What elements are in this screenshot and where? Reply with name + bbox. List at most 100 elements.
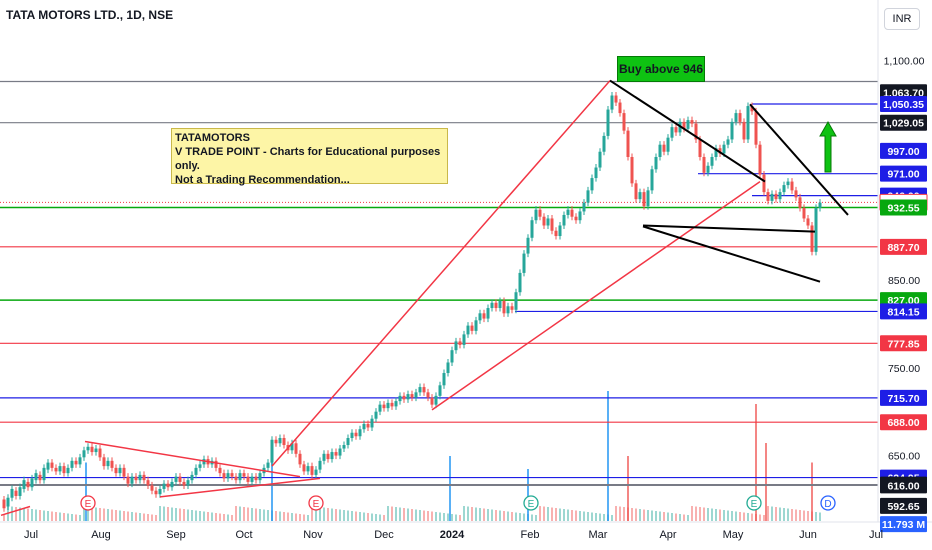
volume-bar [449,456,451,521]
volume-bar [775,507,777,521]
time-tick: Aug [91,529,111,541]
volume-bar [343,510,345,521]
volume-bar [703,507,705,521]
price-label: 887.70 [887,242,919,254]
volume-bar [71,514,73,521]
volume-bar [783,508,785,521]
event-marker-label: E [313,499,320,510]
volume-bar [379,514,381,521]
volume-bar [323,507,325,521]
candle [458,341,462,345]
volume-bar [51,511,53,521]
price-label: 688.00 [887,417,919,429]
price-label-box [880,238,927,255]
price-label: 1,050.35 [883,99,924,111]
volume-bar [107,509,109,521]
volume-bar [147,514,149,521]
price-label-box [880,303,927,320]
candle [666,137,670,152]
candle [362,423,366,430]
candle [106,460,110,467]
volume-bar [255,508,257,521]
candle [46,462,50,470]
candle [414,392,418,398]
candle [118,467,122,474]
candle [14,490,18,496]
candle [442,373,446,386]
volume-bar [215,513,217,521]
volume-bar [663,512,665,521]
candle [394,401,398,407]
volume-bar [259,509,261,521]
candle [498,301,502,309]
volume-bar [351,511,353,521]
volume-bar [63,513,65,521]
candle [302,464,306,472]
candle [810,225,814,252]
volume-bar [711,508,713,521]
candle [494,302,498,309]
volume-bar [551,507,553,521]
candle [730,121,734,140]
currency-button[interactable]: INR [884,8,920,30]
candle [478,313,482,321]
volume-bar [451,514,453,521]
volume-bar [235,506,237,521]
candle [386,402,390,409]
candle [38,474,42,481]
candle [430,397,434,405]
volume-bar [85,462,87,521]
volume-bar [539,506,541,521]
volume-bar [299,514,301,521]
candle [26,481,30,488]
volume-bar [491,509,493,521]
volume-bar [251,508,253,521]
candle [454,341,458,351]
trendline [642,224,816,233]
candle [150,485,154,491]
volume-bar [399,507,401,521]
volume-bar [819,512,821,521]
candle [270,439,274,463]
candle [698,139,702,157]
candle [662,144,666,152]
candle [438,385,442,396]
volume-bar [15,507,17,521]
volume-bar [407,508,409,521]
volume-bar [203,511,205,521]
volume-bar [519,513,521,521]
price-label-box [880,414,927,431]
candle [606,109,610,136]
candle [450,350,454,363]
volume-bar [571,510,573,521]
volume-bar [199,511,201,521]
volume-bar [739,512,741,521]
horizontal-levels [0,80,878,487]
candle [526,237,530,254]
time-tick: Jun [799,529,817,541]
volume-bar [815,512,817,521]
candle [318,460,322,470]
volume-bar [795,509,797,521]
candle [674,127,678,133]
candle [558,225,562,237]
volume-bar [779,507,781,521]
candle [390,402,394,407]
price-tick: 750.00 [888,363,920,375]
candle [786,181,790,186]
candle [186,480,190,486]
volume-bar [619,506,621,521]
candle [266,462,270,468]
volume-bar [447,513,449,521]
price-label-box [880,165,927,182]
volume-bar [163,506,165,521]
volume-bar [83,506,85,521]
candle [490,302,494,309]
candle [274,439,278,444]
candle [406,394,410,400]
candle [806,218,810,226]
candle [750,106,754,112]
volume-bar [207,512,209,521]
educational-note: TATAMOTORS V TRADE POINT - Charts for Ed… [171,128,448,186]
